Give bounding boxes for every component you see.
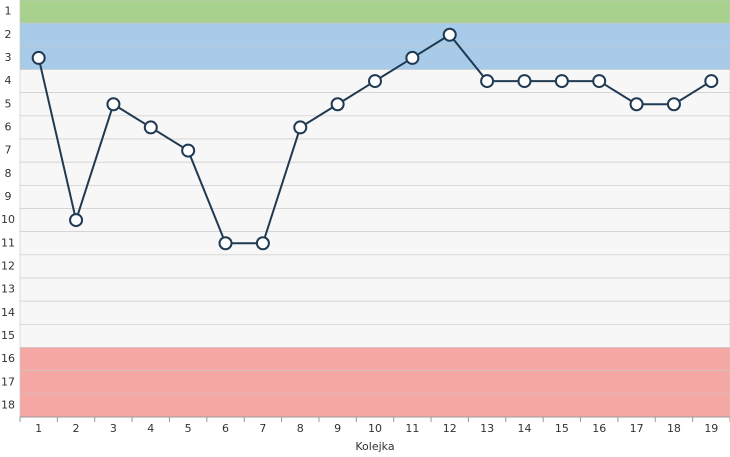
row-band (19, 324, 730, 348)
y-tick-label: 16 (1, 352, 15, 365)
y-tick-label: 6 (5, 120, 12, 133)
row-band (19, 393, 730, 418)
y-tick-label: 15 (1, 329, 15, 342)
row-band (19, 185, 730, 209)
marker (405, 50, 420, 65)
x-tick-label: 6 (222, 422, 229, 435)
marker (31, 50, 46, 65)
row-band (19, 161, 730, 186)
x-tick-label: 9 (334, 422, 341, 435)
y-tick-label: 10 (1, 213, 15, 226)
marker (480, 74, 495, 89)
x-tick-label: 12 (443, 422, 457, 435)
marker (592, 74, 607, 89)
row-band (19, 46, 730, 70)
row-band (19, 347, 730, 371)
y-tick-label: 1 (5, 5, 12, 18)
x-tick-label: 10 (368, 422, 382, 435)
x-tick-label: 1 (35, 422, 42, 435)
x-tick-label: 18 (667, 422, 681, 435)
marker (704, 74, 719, 89)
y-tick-label: 2 (5, 28, 12, 41)
marker (629, 97, 644, 112)
marker (106, 97, 121, 112)
marker (293, 120, 308, 135)
x-tick-label: 5 (185, 422, 192, 435)
marker (218, 236, 233, 251)
x-tick-label: 7 (259, 422, 266, 435)
y-tick-label: 11 (1, 236, 15, 249)
x-tick-label: 16 (592, 422, 606, 435)
x-tick-label: 8 (297, 422, 304, 435)
marker (554, 74, 569, 89)
y-tick-label: 8 (5, 167, 12, 180)
y-tick-label: 12 (1, 259, 15, 272)
y-tick-label: 5 (5, 97, 12, 110)
y-tick-label: 14 (1, 306, 15, 319)
y-tick-label: 18 (1, 398, 15, 411)
marker (143, 120, 158, 135)
row-band (19, 300, 730, 325)
x-tick-label: 14 (517, 422, 531, 435)
marker (330, 97, 345, 112)
y-tick-label: 7 (5, 144, 12, 157)
x-axis-label: Kolejka (355, 440, 394, 453)
x-tick-label: 4 (147, 422, 154, 435)
row-band (19, 254, 730, 279)
row-band (19, 115, 730, 140)
row-band (19, 231, 730, 256)
y-tick-label: 9 (5, 190, 12, 203)
x-tick-label: 15 (555, 422, 569, 435)
y-tick-label: 13 (1, 283, 15, 296)
y-tick-label: 17 (1, 375, 15, 388)
marker (442, 27, 457, 42)
y-tick-label: 4 (5, 74, 12, 87)
row-band (19, 208, 730, 232)
marker (368, 74, 382, 89)
row-band (19, 277, 730, 302)
x-tick-label: 11 (405, 422, 419, 435)
x-tick-label: 3 (110, 422, 117, 435)
row-band (19, 0, 730, 24)
y-tick-label: 3 (5, 51, 12, 64)
row-band (19, 22, 730, 47)
row-band (19, 370, 730, 395)
marker (666, 97, 681, 112)
x-tick-label: 13 (480, 422, 494, 435)
marker (517, 74, 532, 89)
marker (181, 143, 196, 158)
marker (69, 213, 84, 228)
marker (255, 236, 270, 251)
x-tick-label: 17 (630, 422, 644, 435)
x-tick-label: 2 (73, 422, 80, 435)
x-tick-label: 19 (704, 422, 718, 435)
row-band (19, 138, 730, 163)
